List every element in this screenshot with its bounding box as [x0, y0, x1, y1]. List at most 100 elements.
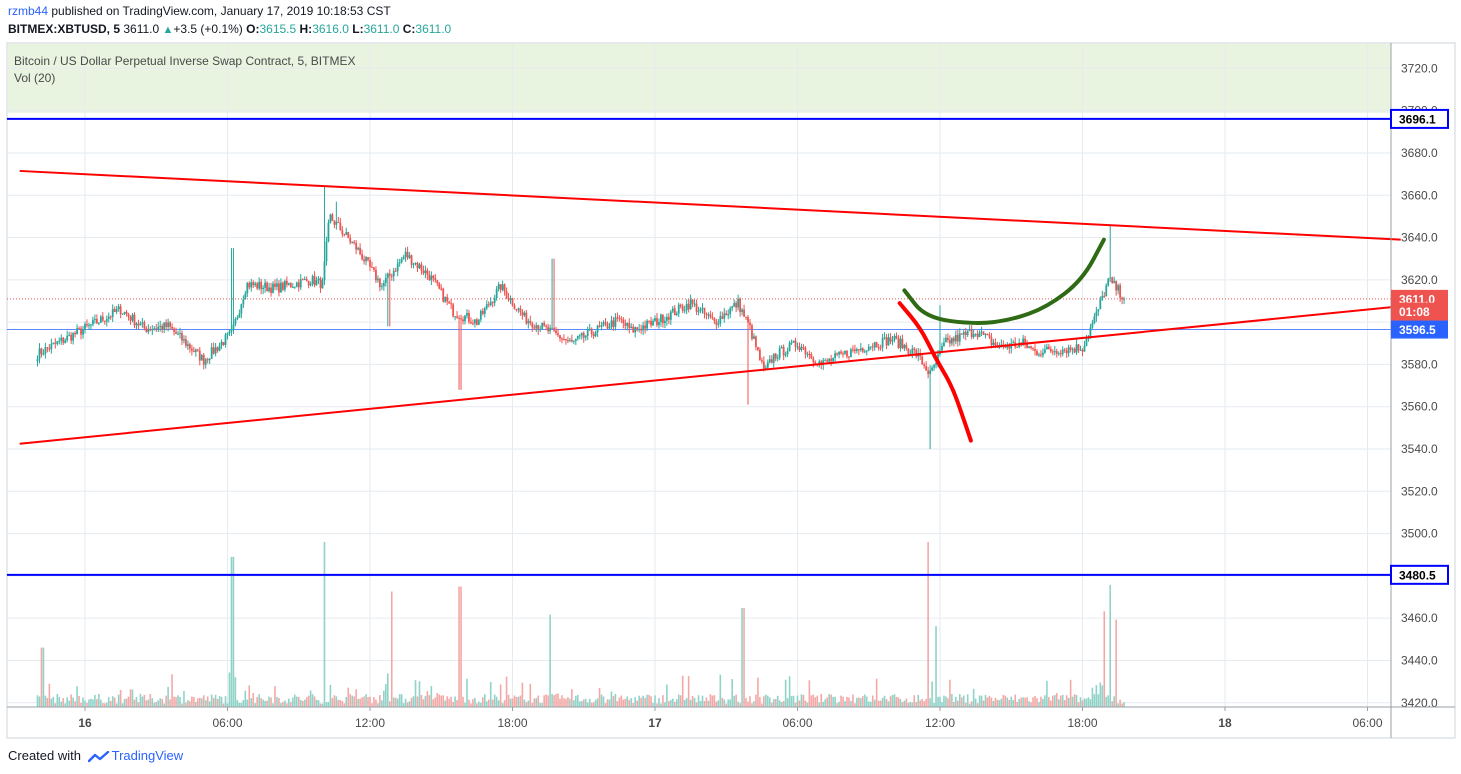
candle-body	[923, 364, 926, 367]
projection-bullish[interactable]	[902, 237, 1106, 325]
volume-bar	[171, 674, 173, 707]
volume-bar	[402, 703, 405, 707]
volume-bar	[608, 699, 611, 707]
candle-body	[428, 274, 431, 281]
volume-bar	[755, 694, 757, 707]
candle-body	[988, 335, 991, 338]
candle-body	[408, 255, 411, 258]
candle-body	[242, 299, 245, 305]
volume-bar	[606, 699, 609, 707]
candle-body	[879, 347, 882, 349]
trendline-lower[interactable]	[19, 305, 1401, 445]
candle-body	[388, 273, 391, 276]
volume-bar	[305, 697, 308, 707]
candle-body	[812, 358, 815, 363]
volume-bar	[321, 703, 324, 707]
candle-body	[846, 350, 848, 357]
volume-bar	[208, 701, 211, 707]
candle-body	[788, 342, 791, 352]
volume-bar	[648, 694, 650, 707]
candle-body	[994, 342, 997, 346]
volume-bar	[761, 703, 763, 707]
candle-body	[537, 325, 540, 330]
candle-body	[875, 342, 878, 348]
candle-body	[365, 257, 367, 262]
volume-bar	[250, 698, 253, 707]
volume-bar	[642, 695, 644, 707]
volume-bar	[1091, 687, 1094, 707]
volume-bar	[92, 699, 94, 707]
candle-body	[420, 264, 423, 271]
candle-body	[246, 282, 249, 294]
volume-bar	[337, 699, 340, 707]
candle-body	[584, 336, 587, 338]
volume-bar	[244, 690, 247, 707]
candle-body	[307, 280, 310, 286]
volume-bar	[198, 697, 201, 707]
candle-body	[561, 338, 563, 340]
grid-lines	[7, 43, 1391, 707]
candle-body	[964, 332, 967, 336]
volume-bar	[46, 697, 49, 707]
candle-body	[624, 323, 627, 326]
volume-bar	[624, 698, 627, 707]
volume-bar	[567, 697, 569, 707]
candle-body	[675, 313, 678, 316]
candle-body	[1107, 278, 1110, 286]
candle-body	[1004, 346, 1007, 348]
author-link[interactable]: rzmb44	[8, 4, 49, 18]
volume-bar	[1040, 696, 1042, 707]
candle-body	[667, 316, 670, 320]
volume-bar	[713, 695, 716, 707]
candle-body	[74, 332, 77, 335]
candle-body	[226, 333, 229, 335]
candle-body	[950, 338, 953, 344]
volume-bar	[628, 699, 631, 707]
volume-bar	[173, 696, 175, 707]
candle-body	[196, 349, 199, 351]
candle-body	[1022, 338, 1025, 344]
candle-body	[359, 247, 362, 255]
drawings[interactable]	[19, 169, 1401, 445]
candle-body	[893, 335, 896, 341]
volume-bar	[594, 699, 597, 707]
candle-body	[491, 302, 494, 304]
volume-bar	[721, 697, 724, 707]
candle-body	[907, 348, 910, 354]
volume-bar	[725, 703, 728, 707]
volume-bar	[767, 695, 769, 707]
volume-bar	[598, 688, 601, 707]
volume-bar	[72, 697, 74, 707]
volume-bar	[64, 703, 67, 707]
candle-body	[745, 316, 747, 318]
candle-body	[165, 322, 168, 327]
candle-body	[654, 318, 656, 321]
volume-bar	[404, 698, 407, 707]
volume-bar	[826, 697, 828, 707]
candle-body	[155, 328, 158, 330]
candle-body	[1055, 351, 1058, 354]
trendline-upper[interactable]	[19, 169, 1401, 241]
candle-body	[1043, 349, 1046, 353]
volume-bar	[175, 697, 177, 707]
candle-body	[377, 278, 379, 281]
volume-bar	[881, 697, 884, 707]
volume-bar	[222, 703, 225, 707]
projection-bearish[interactable]	[897, 301, 973, 443]
volume-bar	[812, 694, 815, 707]
volume-bar	[808, 680, 811, 707]
volume-bar	[315, 699, 318, 707]
volume-bar	[935, 626, 937, 707]
candle-body	[371, 266, 373, 268]
volume-bar	[640, 697, 642, 707]
tradingview-link[interactable]: TradingView	[111, 748, 184, 763]
candle-body	[270, 287, 272, 293]
candle-body	[204, 359, 207, 365]
candle-body	[861, 348, 864, 352]
volume-bar	[448, 698, 450, 707]
candle-body	[733, 302, 736, 307]
volume-bar	[670, 700, 672, 707]
volume-bar	[664, 702, 666, 707]
volume-bar	[1038, 701, 1040, 707]
